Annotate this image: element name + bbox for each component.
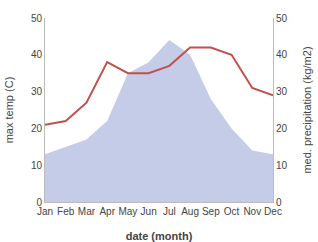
svg-text:Jul: Jul bbox=[163, 206, 176, 217]
svg-text:Nov: Nov bbox=[243, 206, 261, 217]
svg-text:Aug: Aug bbox=[181, 206, 199, 217]
svg-text:Sep: Sep bbox=[202, 206, 220, 217]
svg-text:40: 40 bbox=[31, 49, 43, 60]
svg-text:0: 0 bbox=[276, 197, 282, 208]
svg-text:med. precipitation (kg/m2): med. precipitation (kg/m2) bbox=[301, 46, 313, 173]
svg-text:50: 50 bbox=[31, 13, 43, 24]
svg-text:10: 10 bbox=[276, 160, 288, 171]
svg-text:30: 30 bbox=[276, 86, 288, 97]
svg-text:10: 10 bbox=[31, 160, 43, 171]
svg-text:20: 20 bbox=[276, 123, 288, 134]
svg-text:Oct: Oct bbox=[224, 206, 240, 217]
svg-text:20: 20 bbox=[31, 123, 43, 134]
svg-text:Mar: Mar bbox=[78, 206, 96, 217]
svg-text:Apr: Apr bbox=[99, 206, 115, 217]
svg-text:max temp (C): max temp (C) bbox=[3, 77, 15, 144]
svg-text:May: May bbox=[118, 206, 137, 217]
svg-text:date (month): date (month) bbox=[126, 230, 193, 242]
svg-text:Feb: Feb bbox=[57, 206, 75, 217]
svg-text:30: 30 bbox=[31, 86, 43, 97]
svg-text:40: 40 bbox=[276, 49, 288, 60]
svg-text:Jun: Jun bbox=[141, 206, 157, 217]
svg-text:0: 0 bbox=[36, 197, 42, 208]
svg-text:Dec: Dec bbox=[264, 206, 282, 217]
svg-text:Jan: Jan bbox=[37, 206, 53, 217]
svg-text:50: 50 bbox=[276, 13, 288, 24]
